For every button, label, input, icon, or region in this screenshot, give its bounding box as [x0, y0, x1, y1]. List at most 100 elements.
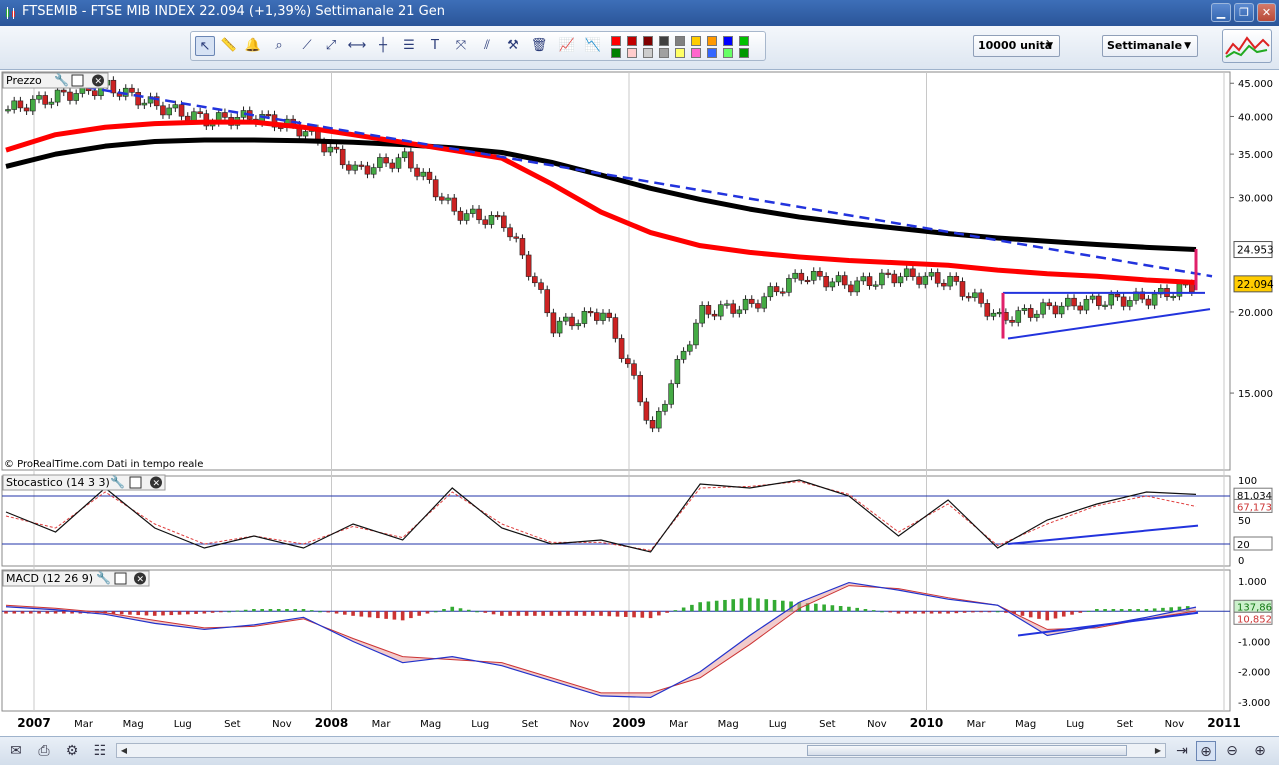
horizontal-scrollbar[interactable]: ◀ ▶: [116, 743, 1166, 758]
color-swatch[interactable]: [659, 36, 669, 46]
candle-down: [526, 255, 531, 277]
x-axis-label: Mar: [669, 719, 689, 730]
color-swatch[interactable]: [707, 48, 717, 58]
color-swatch[interactable]: [611, 48, 621, 58]
macd-histogram-bar: [1045, 611, 1049, 620]
fibonacci-icon[interactable]: ☰: [399, 36, 419, 56]
close-button[interactable]: ✕: [1257, 3, 1276, 22]
tools-icon[interactable]: ⚒: [503, 36, 523, 56]
alarm-bell-icon[interactable]: 🔔: [243, 36, 263, 56]
x-axis-label: Nov: [1165, 719, 1185, 730]
macd-histogram-bar: [616, 611, 620, 616]
macd-panel-header: MACD (12 26 9) 🔧 ✕: [3, 570, 149, 586]
scroll-end-icon[interactable]: ⇥: [1172, 741, 1192, 761]
candle-down: [551, 313, 556, 333]
candle-down: [359, 165, 364, 167]
wrench-icon[interactable]: 🔧: [96, 570, 111, 585]
scrollbar-thumb[interactable]: [807, 745, 1127, 756]
mail-icon[interactable]: ✉: [6, 741, 26, 761]
color-swatch[interactable]: [675, 48, 685, 58]
app-candle-icon: [4, 6, 18, 20]
x-axis-label: 2008: [315, 716, 348, 730]
sync-icon[interactable]: ⚙: [62, 741, 82, 761]
maximize-panel-icon[interactable]: [130, 477, 141, 488]
color-swatch[interactable]: [691, 36, 701, 46]
macd-histogram-bar: [236, 611, 240, 612]
vertical-line-icon[interactable]: ┼: [373, 36, 393, 56]
candle-down: [439, 197, 444, 200]
minimize-button[interactable]: ▁: [1211, 3, 1231, 22]
color-swatch[interactable]: [643, 48, 653, 58]
color-swatch[interactable]: [739, 48, 749, 58]
parallel-icon[interactable]: ⫽: [477, 36, 497, 56]
horizontal-line-icon[interactable]: ⟷: [347, 36, 367, 56]
text-icon[interactable]: T: [425, 36, 445, 56]
trendline-icon[interactable]: ⤢: [321, 36, 341, 56]
maximize-panel-icon[interactable]: [115, 573, 126, 584]
price-tag-label: 24.953: [1237, 245, 1274, 257]
candle-down: [650, 420, 655, 428]
candle-up: [601, 313, 606, 320]
color-swatch[interactable]: [659, 48, 669, 58]
chart-style-icon[interactable]: 📈: [557, 36, 577, 56]
macd-histogram-bar: [1161, 608, 1165, 611]
units-select[interactable]: 10000 unità ▼: [973, 35, 1060, 57]
color-swatch[interactable]: [691, 48, 701, 58]
candle-down: [43, 95, 48, 104]
macd-histogram-bar: [574, 611, 578, 616]
scroll-left-arrow[interactable]: ◀: [117, 744, 131, 757]
zoom-out-icon[interactable]: ⊖: [1222, 741, 1242, 761]
scroll-right-arrow[interactable]: ▶: [1151, 744, 1165, 757]
candle-down: [129, 88, 134, 92]
candle-up: [1109, 294, 1114, 305]
maximize-panel-icon[interactable]: [72, 75, 83, 86]
candle-down: [365, 166, 370, 174]
color-swatch[interactable]: [627, 36, 637, 46]
color-swatch[interactable]: [675, 36, 685, 46]
channel-icon[interactable]: ⤧: [451, 36, 471, 56]
price-panel[interactable]: [2, 72, 1230, 470]
color-swatch[interactable]: [627, 48, 637, 58]
macd-tick-label: -2.000: [1238, 668, 1270, 679]
zoom-fit-icon[interactable]: ⊕: [1196, 741, 1216, 761]
color-swatch[interactable]: [611, 36, 621, 46]
candle-down: [706, 305, 711, 314]
color-swatch[interactable]: [707, 36, 717, 46]
wrench-icon[interactable]: 🔧: [110, 474, 125, 489]
color-swatch[interactable]: [723, 48, 733, 58]
print-icon[interactable]: ⎙: [34, 741, 54, 761]
period-select[interactable]: Settimanale ▼: [1102, 35, 1198, 57]
candle-down: [67, 92, 72, 100]
color-swatch[interactable]: [739, 36, 749, 46]
candle-up: [830, 282, 835, 287]
wrench-icon[interactable]: 🔧: [54, 72, 69, 87]
macd-panel[interactable]: [2, 570, 1230, 711]
candle-up: [167, 108, 172, 115]
list-icon[interactable]: ☷: [90, 741, 110, 761]
candle-up: [49, 102, 54, 104]
macd-histogram-bar: [227, 611, 231, 612]
close-icon: ✕: [1262, 6, 1271, 19]
macd-histogram-bar: [1153, 608, 1157, 611]
ruler-icon[interactable]: 📏: [219, 36, 239, 56]
chart-style2-icon[interactable]: 📉: [583, 36, 603, 56]
zoom-in-icon[interactable]: ⊕: [1250, 741, 1270, 761]
candle-down: [1072, 298, 1077, 306]
macd-histogram-bar: [169, 611, 173, 615]
color-swatch[interactable]: [643, 36, 653, 46]
candle-up: [1177, 284, 1182, 296]
color-swatch[interactable]: [723, 36, 733, 46]
trash-icon[interactable]: 🗑: [529, 36, 549, 56]
title-bar: FTSEMIB - FTSE MIB INDEX 22.094 (+1,39%)…: [0, 0, 1279, 26]
pointer-icon[interactable]: ↖: [195, 36, 215, 56]
chart-area[interactable]: 45.000 40.000 35.000 30.000 20.000 15.000 2007…: [0, 70, 1279, 736]
candle-up: [1022, 308, 1027, 310]
restore-button[interactable]: ❐: [1234, 3, 1254, 22]
period-value: Settimanale: [1107, 39, 1182, 52]
candle-up: [1152, 294, 1157, 305]
macd-histogram-bar: [905, 611, 909, 613]
indicators-button[interactable]: [1222, 29, 1272, 63]
zoom-icon[interactable]: ⌕: [269, 36, 289, 56]
segment-icon[interactable]: ⟋: [297, 36, 317, 56]
candle-up: [737, 310, 742, 314]
